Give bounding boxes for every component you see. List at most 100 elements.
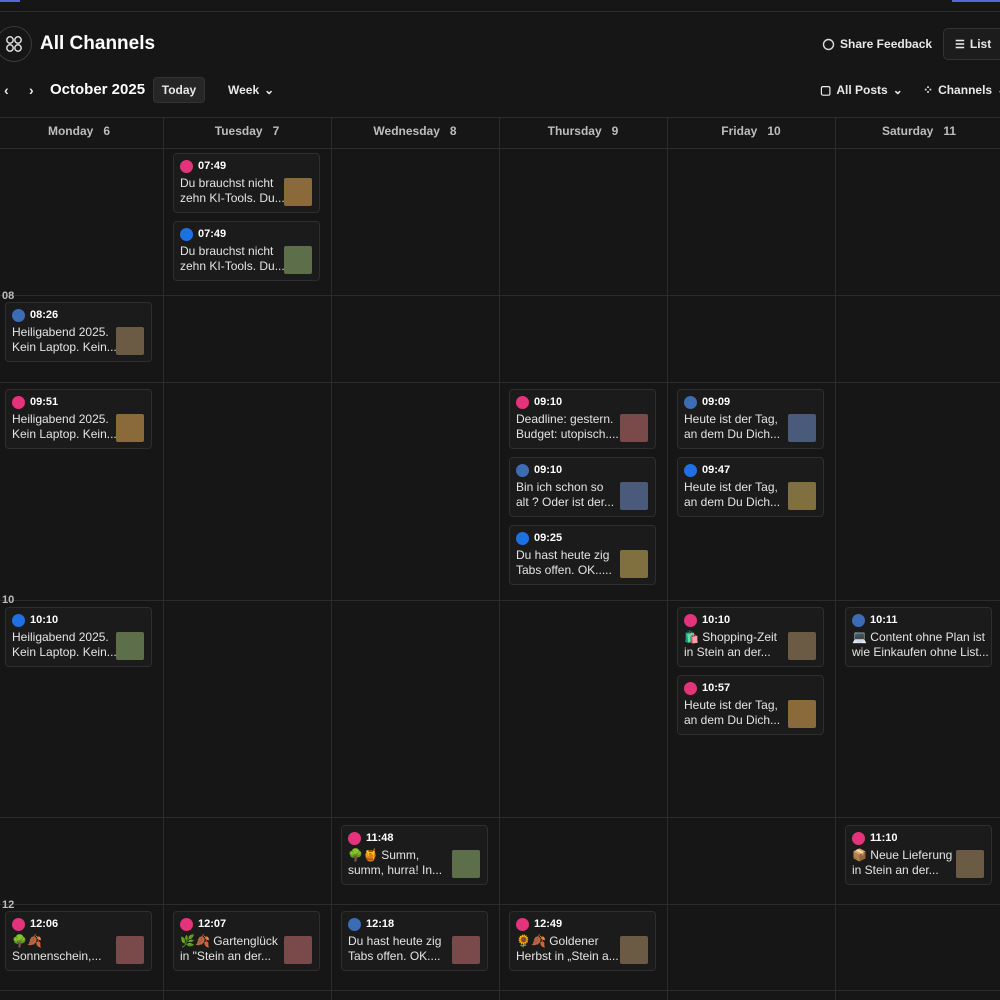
post-text: 💻 Content ohne Plan ist [852, 630, 986, 644]
post-time: 12:06 [30, 918, 59, 930]
post-card[interactable]: 12:18 Du hast heute zig Tabs offen. OK.... [341, 911, 488, 971]
grid-line [163, 117, 164, 1000]
range-dropdown[interactable]: Week ⌄ [228, 83, 274, 97]
today-button[interactable]: Today [153, 77, 205, 103]
post-text: alt ? Oder ist der... [516, 495, 615, 509]
post-time: 09:10 [534, 396, 563, 408]
divider [0, 11, 1000, 12]
day-name: Tuesday [214, 124, 263, 138]
platform-icon [852, 832, 865, 845]
day-header: Friday 10 [667, 124, 835, 138]
post-thumbnail [452, 936, 480, 964]
post-card[interactable]: 11:10 📦 Neue Lieferung in Stein an der... [845, 825, 992, 885]
post-card[interactable]: 09:09 Heute ist der Tag, an dem Du Dich... [677, 389, 824, 449]
channels-filter[interactable]: ⁘ Channels ⌄ [923, 83, 1000, 97]
day-date: 8 [449, 124, 457, 138]
post-thumbnail [284, 246, 312, 274]
post-thumbnail [284, 178, 312, 206]
day-name: Friday [721, 124, 758, 138]
posts-label: All Posts [836, 83, 888, 97]
hour-label: 12 [2, 899, 15, 911]
platform-icon [180, 228, 193, 241]
platform-icon [684, 464, 697, 477]
today-label: Today [161, 83, 197, 97]
platform-icon [12, 614, 25, 627]
day-header: Wednesday 8 [331, 124, 499, 138]
post-card[interactable]: 10:57 Heute ist der Tag, an dem Du Dich... [677, 675, 824, 735]
list-button[interactable]: ☰ List [943, 28, 1000, 60]
post-card[interactable]: 09:25 Du hast heute zig Tabs offen. OK....… [509, 525, 656, 585]
post-card[interactable]: 10:10 Heiligabend 2025. Kein Laptop. Kein.… [5, 607, 152, 667]
day-date: 6 [103, 124, 111, 138]
post-text: Deadline: gestern. [516, 412, 614, 426]
platform-icon [684, 614, 697, 627]
grid-line [0, 817, 1000, 818]
post-card[interactable]: 11:48 🌳🍯 Summ, summ, hurra! In... [341, 825, 488, 885]
post-text: Du brauchst nicht [180, 176, 274, 190]
grid-line [0, 382, 1000, 383]
post-text: 🌳🍂 [12, 934, 42, 948]
post-text: 🌳🍯 Summ, [348, 848, 420, 862]
post-text: zehn KI-Tools. Du... [180, 191, 285, 205]
post-thumbnail [116, 327, 144, 355]
post-text: zehn KI-Tools. Du... [180, 259, 285, 273]
post-card[interactable]: 09:10 Deadline: gestern. Budget: utopisch.… [509, 389, 656, 449]
platform-icon [684, 396, 697, 409]
day-name: Wednesday [373, 124, 440, 138]
post-text: in Stein an der... [852, 863, 939, 877]
post-text: in "Stein an der... [180, 949, 271, 963]
day-name: Thursday [547, 124, 602, 138]
post-thumbnail [788, 414, 816, 442]
post-card[interactable]: 08:26 Heiligabend 2025. Kein Laptop. Kein.… [5, 302, 152, 362]
post-text: in Stein an der... [684, 645, 771, 659]
tab-indicator [0, 0, 20, 2]
day-name: Saturday [881, 124, 934, 138]
list-icon: ☰ [955, 38, 965, 51]
post-text: an dem Du Dich... [684, 495, 781, 509]
channels-icon[interactable] [0, 26, 32, 62]
feedback-label: Share Feedback [840, 37, 933, 51]
post-card[interactable]: 09:47 Heute ist der Tag, an dem Du Dich... [677, 457, 824, 517]
post-time: 11:10 [870, 832, 898, 844]
grid-line [499, 117, 500, 1000]
day-header: Saturday 11 [835, 124, 1000, 138]
post-text: Kein Laptop. Kein... [12, 645, 117, 659]
day-date: 11 [943, 124, 957, 138]
post-text: Budget: utopisch.... [516, 427, 619, 441]
post-card[interactable]: 12:07 🌿🍂 Gartenglück in "Stein an der... [173, 911, 320, 971]
post-card[interactable]: 07:49 Du brauchst nicht zehn KI-Tools. Du.… [173, 153, 320, 213]
post-thumbnail [788, 700, 816, 728]
post-card[interactable]: 12:06 🌳🍂 Sonnenschein,... [5, 911, 152, 971]
post-card[interactable]: 09:51 Heiligabend 2025. Kein Laptop. Kein.… [5, 389, 152, 449]
post-time: 09:10 [534, 464, 563, 476]
post-text: Sonnenschein,... [12, 949, 102, 963]
post-card[interactable]: 09:10 Bin ich schon so alt ? Oder ist der.… [509, 457, 656, 517]
post-card[interactable]: 10:11 💻 Content ohne Plan ist wie Einkaufe… [845, 607, 992, 667]
platform-icon [516, 464, 529, 477]
page-title: All Channels [40, 33, 156, 54]
posts-filter[interactable]: ▢ All Posts ⌄ [820, 83, 903, 97]
platform-icon [348, 832, 361, 845]
post-card[interactable]: 12:49 🌻🍂 Goldener Herbst in „Stein a... [509, 911, 656, 971]
post-card[interactable]: 10:10 🛍️ Shopping-Zeit in Stein an der... [677, 607, 824, 667]
grid-line [0, 148, 1000, 149]
grid-line [0, 295, 1000, 296]
range-label: Week [228, 83, 260, 97]
next-button[interactable]: › [29, 82, 34, 98]
post-text: Tabs offen. OK..... [516, 563, 612, 577]
post-text: Heute ist der Tag, [684, 698, 778, 712]
chat-icon [822, 38, 835, 50]
grid-line [0, 117, 1000, 118]
prev-button[interactable]: ‹ [4, 82, 9, 98]
post-text: Bin ich schon so [516, 480, 604, 494]
post-time: 10:57 [702, 682, 731, 694]
grid-line [331, 117, 332, 1000]
post-time: 12:49 [534, 918, 563, 930]
feedback-button[interactable]: Share Feedback [822, 37, 932, 51]
post-text: 🌻🍂 Goldener [516, 934, 599, 948]
post-thumbnail [116, 632, 144, 660]
platform-icon [12, 396, 25, 409]
post-card[interactable]: 07:49 Du brauchst nicht zehn KI-Tools. Du.… [173, 221, 320, 281]
platform-icon [684, 682, 697, 695]
